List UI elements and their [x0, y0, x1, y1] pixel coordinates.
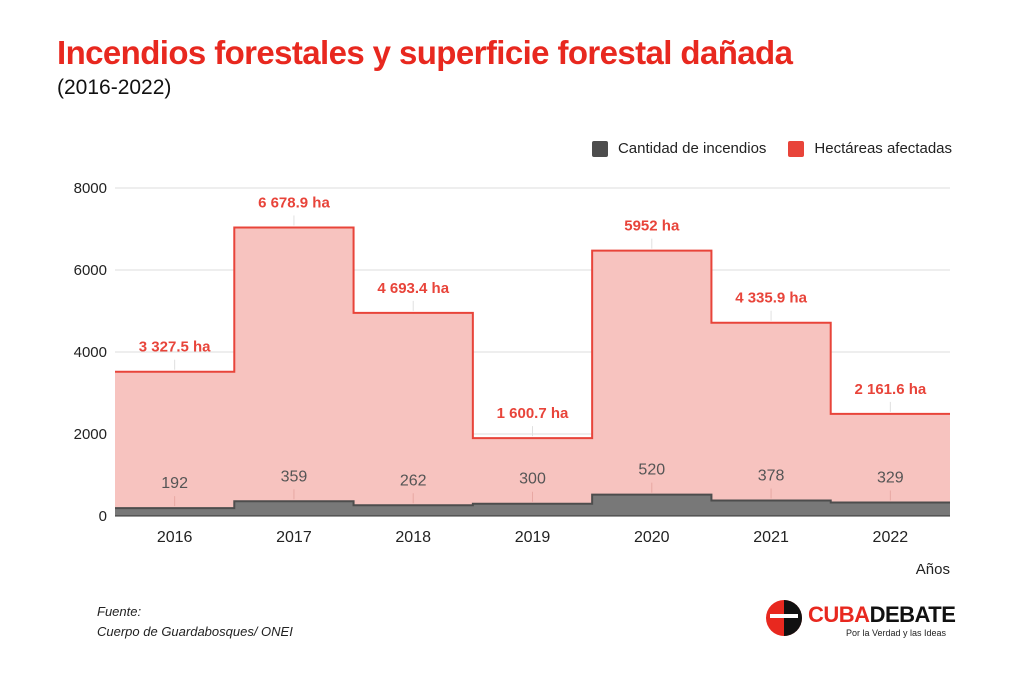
data-label-incendios-2017: 359 [281, 468, 308, 485]
chart-title: Incendios forestales y superficie forest… [57, 34, 793, 71]
data-label-hectareas-2016: 3 327.5 ha [139, 339, 211, 356]
data-label-hectareas-2021: 4 335.9 ha [735, 290, 807, 307]
data-label-incendios-2020: 520 [638, 462, 665, 479]
legend-swatch-incendios [591, 140, 608, 157]
y-tick-label-0: 0 [99, 508, 107, 525]
cubadebate-logo[interactable]: CUBADEBATE Por la Verdad y las Ideas [766, 598, 956, 642]
data-label-hectareas-2018: 4 693.4 ha [377, 280, 449, 297]
logo-wordmark: CUBADEBATE [808, 602, 956, 628]
logo-word-cuba: CUBA [808, 602, 870, 627]
y-tick-label-6000: 6000 [74, 262, 107, 279]
data-label-incendios-2018: 262 [400, 472, 427, 489]
data-label-hectareas-2019: 1 600.7 ha [497, 405, 569, 422]
x-tick-label-2022: 2022 [873, 529, 909, 546]
x-tick-label-2021: 2021 [753, 529, 789, 546]
area-incendios [115, 494, 950, 516]
x-tick-label-2020: 2020 [634, 529, 670, 546]
data-label-hectareas-2020: 5952 ha [624, 218, 680, 235]
logo-circle-icon [766, 600, 802, 636]
x-tick-label-2018: 2018 [395, 529, 431, 546]
y-tick-label-4000: 4000 [74, 344, 107, 361]
legend: Cantidad de incendios Hectáreas afectada… [570, 140, 952, 157]
legend-swatch-hectareas [788, 140, 805, 157]
x-tick-label-2019: 2019 [515, 529, 551, 546]
legend-label-incendios: Cantidad de incendios [617, 140, 767, 157]
x-tick-label-2016: 2016 [157, 529, 193, 546]
logo-tagline: Por la Verdad y las Ideas [846, 628, 947, 638]
data-label-incendios-2016: 192 [161, 475, 188, 492]
legend-item-hectareas: Hectáreas afectadas [788, 140, 952, 157]
source-label: Fuente: [97, 604, 142, 619]
logo-word-debate: DEBATE [869, 602, 956, 627]
source-note: Fuente: Cuerpo de Guardabosques/ ONEI [97, 602, 293, 642]
x-axis-title: Años [916, 561, 950, 578]
data-label-incendios-2022: 329 [877, 470, 904, 487]
source-text: Cuerpo de Guardabosques/ ONEI [97, 624, 293, 639]
x-tick-label-2017: 2017 [276, 529, 312, 546]
area-hectareas [115, 227, 950, 516]
legend-label-hectareas: Hectáreas afectadas [814, 140, 952, 157]
legend-item-incendios: Cantidad de incendios [591, 140, 767, 157]
data-label-hectareas-2022: 2 161.6 ha [854, 381, 926, 398]
y-tick-label-8000: 8000 [74, 180, 107, 197]
line-incendios [115, 493, 950, 510]
data-label-incendios-2019: 300 [519, 471, 546, 488]
logo-arrow-icon [770, 614, 798, 618]
line-hectareas [115, 226, 950, 440]
chart-subtitle: (2016-2022) [57, 76, 172, 99]
chart-area: 0 2000 4000 6000 8000 3 327.5 ha 192 2016 6 678.… [74, 180, 950, 578]
data-label-hectareas-2017: 6 678.9 ha [258, 194, 330, 211]
y-tick-label-2000: 2000 [74, 426, 107, 443]
data-label-incendios-2021: 378 [758, 468, 785, 485]
